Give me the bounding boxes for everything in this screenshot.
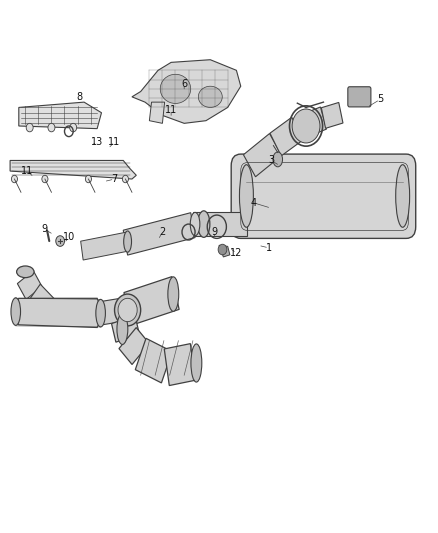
Polygon shape bbox=[193, 213, 247, 236]
Ellipse shape bbox=[190, 213, 200, 236]
Polygon shape bbox=[81, 232, 129, 260]
Ellipse shape bbox=[160, 74, 191, 103]
Polygon shape bbox=[164, 344, 195, 385]
Text: 4: 4 bbox=[251, 198, 257, 208]
Polygon shape bbox=[132, 60, 241, 123]
Circle shape bbox=[122, 175, 128, 183]
Polygon shape bbox=[12, 298, 104, 327]
Ellipse shape bbox=[117, 314, 128, 344]
Polygon shape bbox=[321, 102, 343, 128]
Text: 7: 7 bbox=[111, 174, 118, 184]
Text: 12: 12 bbox=[230, 248, 243, 259]
Circle shape bbox=[85, 175, 92, 183]
Circle shape bbox=[42, 175, 48, 183]
Polygon shape bbox=[135, 338, 172, 383]
Circle shape bbox=[118, 298, 137, 321]
Polygon shape bbox=[28, 284, 56, 318]
Ellipse shape bbox=[124, 231, 131, 252]
Polygon shape bbox=[123, 213, 195, 255]
Text: 11: 11 bbox=[21, 166, 34, 176]
Text: 13: 13 bbox=[91, 137, 103, 147]
FancyBboxPatch shape bbox=[231, 154, 416, 238]
Ellipse shape bbox=[191, 344, 202, 382]
Circle shape bbox=[70, 123, 77, 132]
Polygon shape bbox=[244, 134, 282, 177]
Polygon shape bbox=[100, 297, 129, 325]
Ellipse shape bbox=[273, 152, 283, 167]
Circle shape bbox=[48, 123, 55, 132]
Polygon shape bbox=[270, 117, 303, 156]
Ellipse shape bbox=[198, 86, 222, 108]
Circle shape bbox=[26, 123, 33, 132]
Polygon shape bbox=[112, 316, 139, 342]
Ellipse shape bbox=[168, 277, 179, 311]
Text: 2: 2 bbox=[159, 227, 166, 237]
Text: 1: 1 bbox=[266, 243, 272, 253]
Polygon shape bbox=[219, 245, 230, 257]
Ellipse shape bbox=[11, 298, 21, 325]
Polygon shape bbox=[10, 160, 136, 179]
Polygon shape bbox=[119, 328, 149, 365]
Text: 5: 5 bbox=[377, 94, 383, 104]
Ellipse shape bbox=[96, 300, 106, 327]
Text: 9: 9 bbox=[212, 227, 218, 237]
Text: 11: 11 bbox=[109, 137, 121, 147]
Text: 10: 10 bbox=[63, 232, 75, 243]
Ellipse shape bbox=[198, 211, 210, 237]
FancyBboxPatch shape bbox=[348, 87, 371, 107]
Circle shape bbox=[56, 236, 64, 246]
Circle shape bbox=[292, 109, 320, 143]
Text: 8: 8 bbox=[77, 92, 83, 102]
Circle shape bbox=[115, 294, 141, 326]
Text: 11: 11 bbox=[165, 105, 177, 115]
Ellipse shape bbox=[240, 165, 253, 227]
Circle shape bbox=[218, 244, 227, 255]
Circle shape bbox=[11, 175, 18, 183]
Ellipse shape bbox=[17, 266, 34, 278]
Text: 3: 3 bbox=[268, 156, 274, 165]
Text: 9: 9 bbox=[42, 224, 48, 235]
Polygon shape bbox=[19, 102, 102, 128]
Polygon shape bbox=[149, 102, 165, 123]
Polygon shape bbox=[18, 271, 42, 300]
Text: 6: 6 bbox=[181, 78, 187, 88]
Polygon shape bbox=[294, 107, 326, 140]
Polygon shape bbox=[124, 277, 179, 325]
Ellipse shape bbox=[396, 165, 410, 227]
